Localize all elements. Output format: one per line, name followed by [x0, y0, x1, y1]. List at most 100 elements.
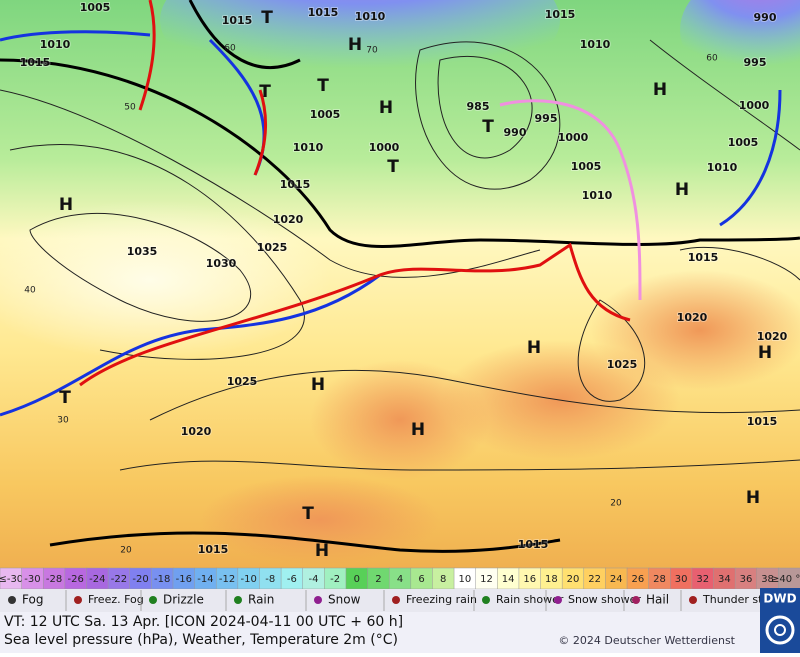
isobar [437, 55, 533, 159]
scale-label: 0 [354, 574, 360, 585]
scale-label: 2 [375, 574, 381, 585]
weather-label: Fog [22, 593, 43, 607]
weather-legend: Fog Freez. Fog Drizzle Rain Snow Freezing rai… [0, 589, 784, 612]
cold-front [0, 273, 381, 417]
scale-label: 28 [653, 574, 666, 585]
scale-label: -14 [197, 574, 213, 585]
weather-symbol [314, 596, 322, 604]
isobar-label: 1000 [558, 131, 589, 144]
weather-symbol [632, 596, 640, 604]
isobar-label: 1010 [582, 189, 613, 202]
scale-label: ≥40 °C [771, 574, 800, 585]
isobar [0, 89, 541, 278]
latitude-label: 50 [124, 103, 136, 113]
isobar-label: 1020 [181, 425, 212, 438]
fronts [0, 0, 782, 417]
warm-front [79, 242, 631, 387]
isobar [49, 531, 561, 553]
high-pressure: H [348, 35, 362, 55]
scale-label: -24 [89, 574, 105, 585]
parameters: Sea level pressure (hPa), Weather, Tempe… [4, 632, 398, 648]
low-pressure: T [259, 82, 271, 102]
isobar-label: 995 [535, 112, 558, 125]
scale-label: -20 [132, 574, 148, 585]
high-pressure: H [675, 180, 689, 200]
isobar-label: 1015 [747, 415, 778, 428]
latitude-label: 60 [224, 44, 236, 54]
scale-label: 8 [440, 574, 446, 585]
high-pressure: H [653, 80, 667, 100]
isobar-label: 1015 [688, 251, 719, 264]
thick-isobars [0, 0, 800, 553]
scale-label: 26 [631, 574, 644, 585]
weather-label: Rain [248, 593, 274, 607]
scale-label: 22 [588, 574, 601, 585]
isobar-label: 1035 [127, 245, 158, 258]
isobar [0, 58, 800, 248]
isobar-label: 1005 [571, 160, 602, 173]
weather-symbol [482, 596, 490, 604]
low-pressure: T [302, 504, 314, 524]
isobar-label: 1030 [206, 257, 237, 270]
scale-label: -12 [219, 574, 235, 585]
weather-legend-background [0, 589, 760, 612]
isobar [577, 299, 646, 402]
weather-symbol [554, 596, 562, 604]
scale-label: -2 [330, 574, 340, 585]
cold-front [0, 30, 151, 42]
weather-label: Snow [328, 593, 361, 607]
isobar [649, 39, 800, 151]
scale-label: -28 [46, 574, 62, 585]
scale-label: ≤-30 [0, 574, 23, 585]
scale-label: 4 [397, 574, 403, 585]
valid-time: VT: 12 UTC Sa. 13 Apr. [ICON 2024-04-11 … [4, 614, 403, 630]
scale-label: 16 [523, 574, 536, 585]
isobar-label: 1000 [739, 99, 770, 112]
isobar-label: 1015 [518, 538, 549, 551]
high-pressure: H [59, 195, 73, 215]
high-pressure: H [311, 375, 325, 395]
isobar-label: 1015 [545, 8, 576, 21]
scale-label: 20 [567, 574, 580, 585]
isobar-label: 1015 [280, 178, 311, 191]
isobar [29, 212, 252, 322]
low-pressure: T [482, 117, 494, 137]
weather-symbol [8, 596, 16, 604]
isobar-label: 1015 [20, 56, 51, 69]
isobar-label: 1015 [308, 6, 339, 19]
isobar [415, 41, 561, 190]
cold-area [680, 0, 800, 90]
high-pressure: H [527, 338, 541, 358]
isobar-label: 1020 [677, 311, 708, 324]
high-pressure: H [411, 420, 425, 440]
scale-label: 6 [418, 574, 424, 585]
weather-symbol [234, 596, 242, 604]
scale-label: -10 [240, 574, 256, 585]
warm-front [138, 0, 156, 111]
weather-symbol [74, 596, 82, 604]
weather-label: Freez. Fog [88, 593, 144, 606]
weather-symbol [689, 596, 697, 604]
isobar [188, 0, 301, 69]
latitude-label: 60 [706, 54, 718, 64]
isobar-label: 1025 [257, 241, 288, 254]
warm-area [590, 270, 800, 390]
isobar [119, 459, 800, 471]
weather-label: Drizzle [163, 593, 204, 607]
isobar-label: 1005 [80, 1, 111, 14]
isobar-label: 1025 [607, 358, 638, 371]
scale-label: -16 [176, 574, 192, 585]
low-pressure: T [387, 157, 399, 177]
weather-symbol [149, 596, 157, 604]
weather-label: Rain shower [496, 593, 564, 606]
legend: ≤-30 -30 -28 -26 -24 -22 -20 -18 -16 -14 -12 -10 -8-… [0, 567, 800, 653]
low-pressure: T [317, 76, 329, 96]
scale-label: -18 [154, 574, 170, 585]
isobar-label: 1010 [40, 38, 71, 51]
low-pressure: T [261, 8, 273, 28]
scale-label: -4 [309, 574, 319, 585]
logo-swirl [765, 615, 795, 645]
high-pressure: H [758, 343, 772, 363]
